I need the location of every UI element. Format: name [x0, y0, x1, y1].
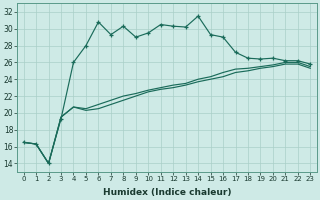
X-axis label: Humidex (Indice chaleur): Humidex (Indice chaleur) [103, 188, 231, 197]
